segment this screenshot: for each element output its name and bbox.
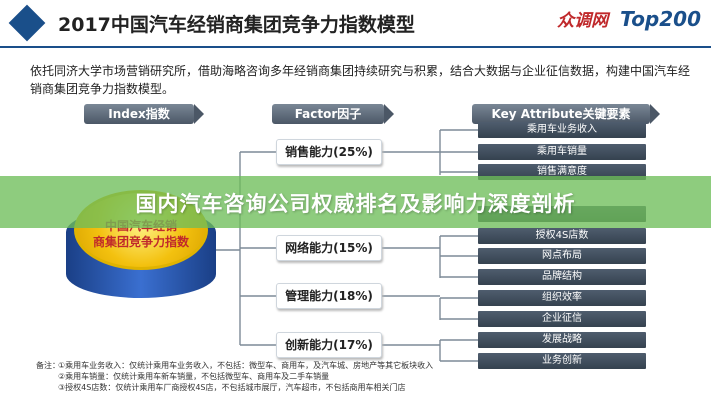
key-attribute: 品牌结构 [478, 269, 646, 285]
factor-innovation: 创新能力(17%) [276, 332, 382, 358]
logo-name: 众调网 [557, 11, 609, 31]
key-attribute: 乘用车销量 [478, 144, 646, 160]
key-attribute: 组织效率 [478, 290, 646, 306]
notes-lines: ①乘用车业务收入：仅统计乘用车业务收入，不包括：微型车、商用车，及汽车城、房地产… [58, 360, 433, 393]
header: 2017中国汽车经销商集团竞争力指数模型 众调网 Top200 [0, 0, 711, 48]
note-line: ②乘用车销量：仅统计乘用车新车销量，不包括微型车、商用车及二手车销量 [58, 372, 330, 381]
factor-sales: 销售能力(25%) [276, 139, 382, 165]
note-line: ③授权4S店数：仅统计乘用车厂商授权4S店，不包括城市展厅，汽车超市，不包括商用… [58, 383, 406, 392]
column-header-index: Index指数 [84, 104, 204, 124]
factor-management: 管理能力(18%) [276, 283, 382, 309]
banner-title: 国内汽车咨询公司权威排名及影响力深度剖析 [135, 192, 576, 216]
key-attribute: 发展战略 [478, 332, 646, 348]
key-attribute: 业务创新 [478, 353, 646, 369]
logo-top200: Top200 [620, 6, 701, 31]
key-attribute: 乘用车业务收入 [478, 122, 646, 138]
key-attribute: 网点布局 [478, 248, 646, 264]
overlay-banner [0, 176, 711, 228]
factor-network: 网络能力(15%) [276, 235, 382, 261]
column-header-key-attribute: Key Attribute关键要素 [472, 104, 660, 124]
notes-label: 备注： [36, 361, 60, 370]
column-header-factor: Factor因子 [272, 104, 394, 124]
key-attribute: 企业征信 [478, 311, 646, 327]
index-label-line2: 商集团竞争力指数 [92, 235, 189, 249]
intro-text: 依托同济大学市场营销研究所，借助海略咨询多年经销商集团持续研究与积累，结合大数据… [30, 64, 691, 96]
logo: 众调网 Top200 [557, 6, 701, 32]
note-line: ①乘用车业务收入：仅统计乘用车业务收入，不包括：微型车、商用车，及汽车城、房地产… [58, 361, 434, 370]
key-attribute: 授权4S店数 [478, 228, 646, 244]
page-title: 2017中国汽车经销商集团竞争力指数模型 [58, 14, 415, 36]
